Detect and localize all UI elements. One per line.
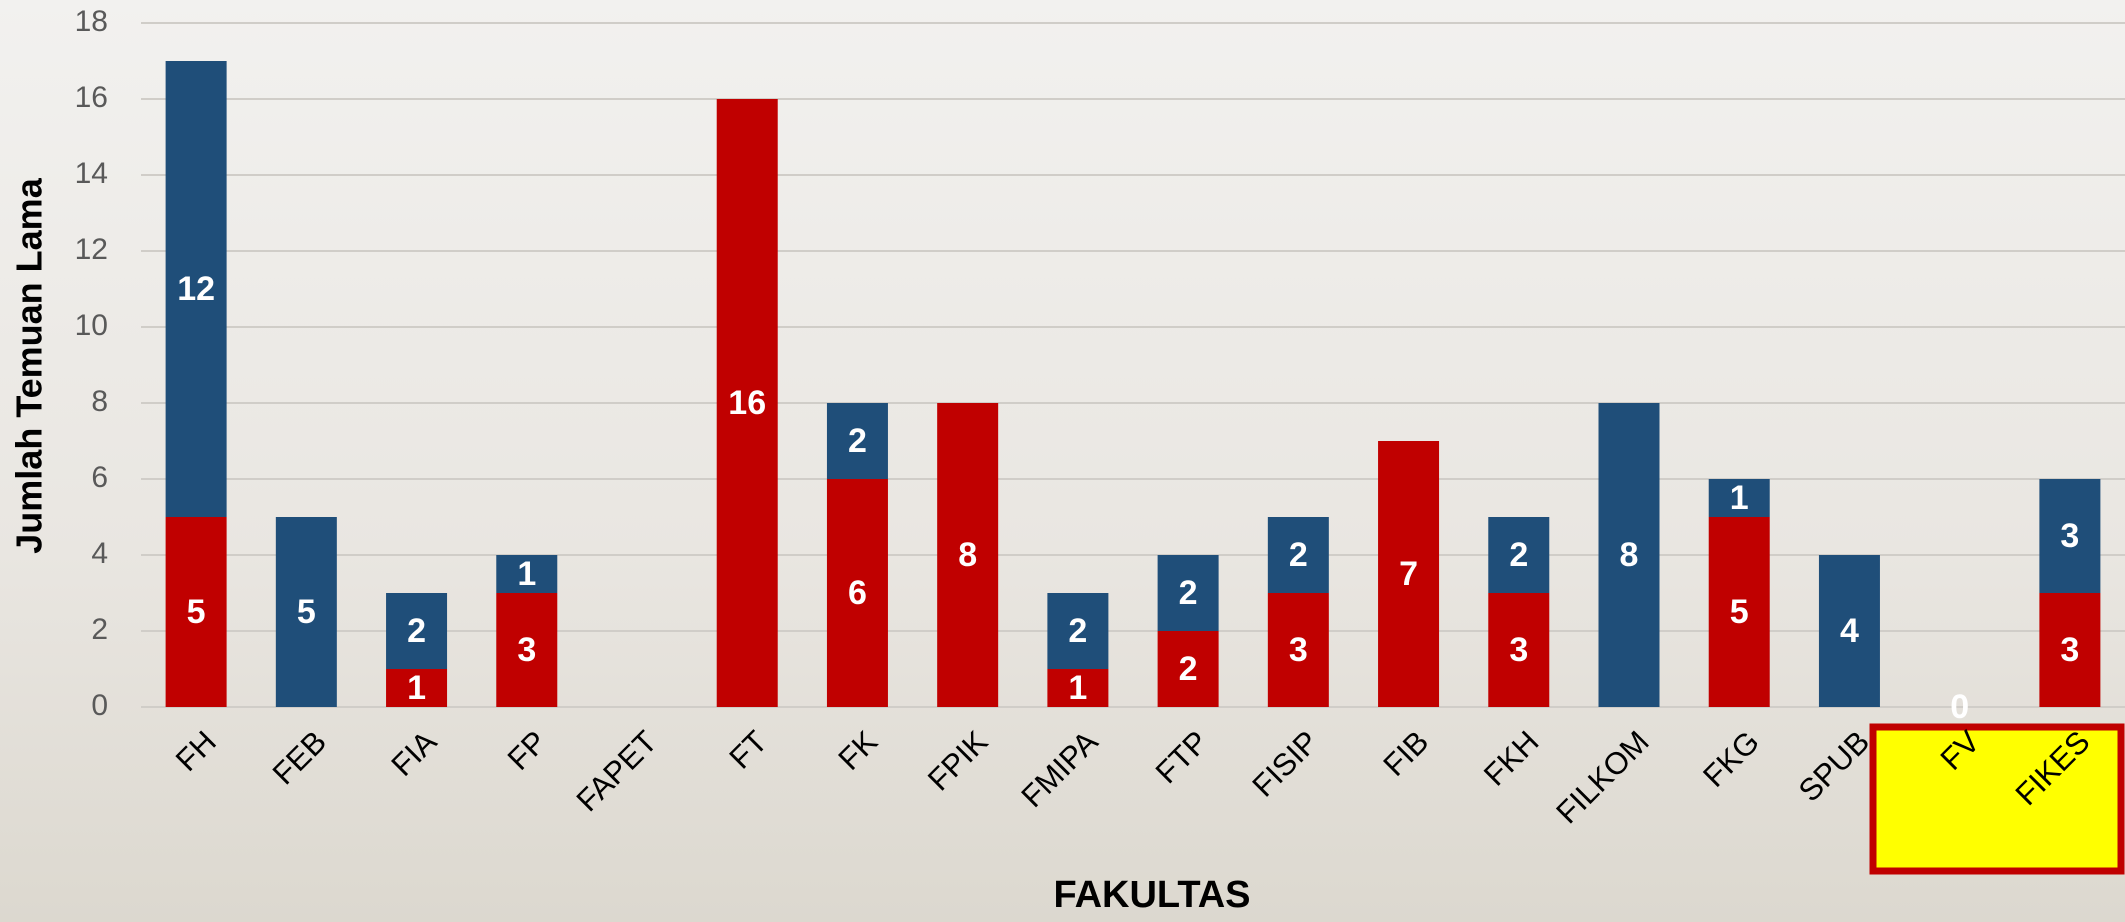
bar-segment: [1267, 593, 1329, 707]
data-label: 5: [187, 593, 206, 631]
data-label: 5: [297, 593, 316, 631]
bar-segment: [165, 517, 227, 707]
y-tick-label: 2: [91, 613, 108, 646]
bar-segment: [1047, 593, 1109, 669]
bar-segment: [386, 669, 448, 707]
data-label: 2: [848, 422, 867, 460]
data-label: 2: [1068, 612, 1087, 650]
x-axis-title: FAKULTAS: [1053, 874, 1250, 916]
bar-segment: [165, 61, 227, 517]
data-label: 8: [958, 536, 977, 574]
y-tick-label: 14: [75, 157, 108, 190]
data-label: 2: [1179, 650, 1198, 688]
data-label: 1: [517, 555, 536, 593]
bar-segment: [826, 479, 888, 707]
data-label: 1: [1068, 669, 1087, 707]
data-label: 4: [1840, 612, 1859, 650]
bar-segment: [937, 403, 999, 707]
data-label: 2: [1289, 536, 1308, 574]
bar-segment: [1267, 517, 1329, 593]
bar-segment: [496, 555, 558, 593]
bar-segment: [1488, 517, 1550, 593]
data-label: 3: [1509, 631, 1528, 669]
bar-segment: [1818, 555, 1880, 707]
data-label: 1: [1730, 479, 1749, 517]
bar-segment: [1708, 479, 1770, 517]
data-label: 5: [1730, 593, 1749, 631]
data-label: 3: [2060, 631, 2079, 669]
data-label: 7: [1399, 555, 1418, 593]
bar-segment: [1047, 669, 1109, 707]
data-label: 0: [1950, 688, 1969, 726]
bar-segment: [386, 593, 448, 669]
y-tick-label: 10: [75, 309, 108, 342]
bar-segment: [2039, 479, 2101, 593]
y-tick-label: 16: [75, 81, 108, 114]
data-label: 1: [407, 669, 426, 707]
data-label: 3: [1289, 631, 1308, 669]
data-label: 2: [1179, 574, 1198, 612]
y-tick-label: 0: [91, 689, 108, 722]
data-label: 12: [177, 270, 215, 308]
bar-segment: [1708, 517, 1770, 707]
bar-segment: [275, 517, 337, 707]
bar-segment: [716, 99, 778, 707]
bar-segment: [1488, 593, 1550, 707]
y-tick-label: 18: [75, 5, 108, 38]
y-tick-label: 12: [75, 233, 108, 266]
bar-segment: [2039, 593, 2101, 707]
bar-segment: [826, 403, 888, 479]
bar-segment: [1598, 403, 1660, 707]
data-label: 3: [517, 631, 536, 669]
data-label: 8: [1620, 536, 1639, 574]
bar-segment: [496, 593, 558, 707]
y-tick-label: 4: [91, 537, 108, 570]
bar-segment: [1157, 631, 1219, 707]
data-label: 2: [407, 612, 426, 650]
bar-segment: [1157, 555, 1219, 631]
highlight-box: [1869, 723, 2125, 875]
y-axis-title: Jumlah Temuan Lama: [9, 177, 50, 553]
data-label: 3: [2060, 517, 2079, 555]
y-tick-label: 8: [91, 385, 108, 418]
y-tick-label: 6: [91, 461, 108, 494]
data-label: 6: [848, 574, 867, 612]
data-label: 2: [1509, 536, 1528, 574]
bar-segment: [1378, 441, 1440, 707]
data-label: 16: [728, 384, 766, 422]
